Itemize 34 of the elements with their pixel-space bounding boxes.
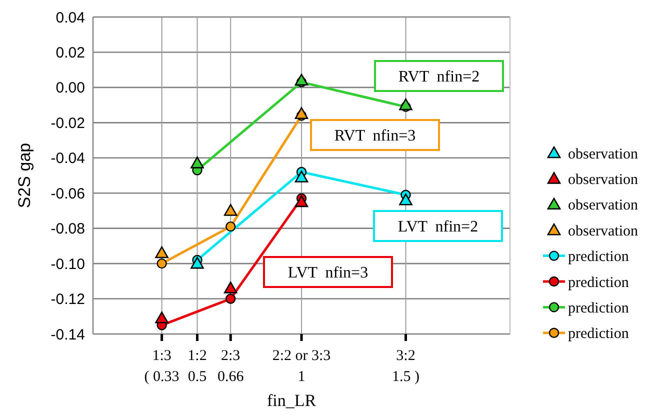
annotation: LVT nfin=3 bbox=[288, 264, 368, 282]
y-tick-label: -0.10 bbox=[50, 256, 85, 273]
x-tick-label: 0.5 bbox=[188, 369, 207, 385]
text: 2:3 bbox=[221, 348, 240, 364]
legend-label: observation bbox=[568, 223, 638, 240]
y-tick-label: -0.06 bbox=[50, 185, 85, 202]
y-axis-title: S2S gap bbox=[15, 142, 34, 208]
y-tick-label: 0.04 bbox=[56, 9, 85, 26]
y-tick-label: -0.12 bbox=[50, 291, 85, 308]
text: 3:2 bbox=[396, 348, 416, 364]
text: 1:3 bbox=[152, 348, 172, 364]
legend-label: prediction bbox=[568, 249, 630, 266]
legend-label: observation bbox=[568, 172, 638, 188]
legend-label: prediction bbox=[568, 274, 630, 291]
legend-label: observation bbox=[568, 146, 638, 162]
y-tick-label: -0.08 bbox=[50, 220, 85, 238]
x-tick-label: 1.5 ) bbox=[392, 369, 420, 385]
x-tick-label: ( 0.33 bbox=[144, 369, 180, 385]
legend-label: observation bbox=[568, 198, 638, 214]
x-tick-label: 0.66 bbox=[217, 369, 244, 385]
x-tick-label: 1 bbox=[298, 369, 306, 385]
legend-label: prediction bbox=[568, 326, 630, 342]
y-tick-label: 0.02 bbox=[56, 44, 85, 62]
x-axis-title: fin_LR bbox=[266, 391, 317, 410]
legend-label: prediction bbox=[568, 300, 630, 316]
annotation: RVT nfin=2 bbox=[398, 68, 480, 86]
y-tick-label: 0.00 bbox=[56, 80, 85, 97]
y-tick-label: -0.04 bbox=[50, 150, 85, 168]
text: 1:2 bbox=[188, 348, 207, 364]
text: 2:2 or 3:3 bbox=[272, 348, 331, 364]
y-tick-label: -0.14 bbox=[50, 326, 85, 344]
annotation: RVT nfin=3 bbox=[334, 128, 416, 145]
annotation: LVT nfin=2 bbox=[398, 218, 478, 236]
y-tick-label: -0.02 bbox=[50, 114, 85, 132]
